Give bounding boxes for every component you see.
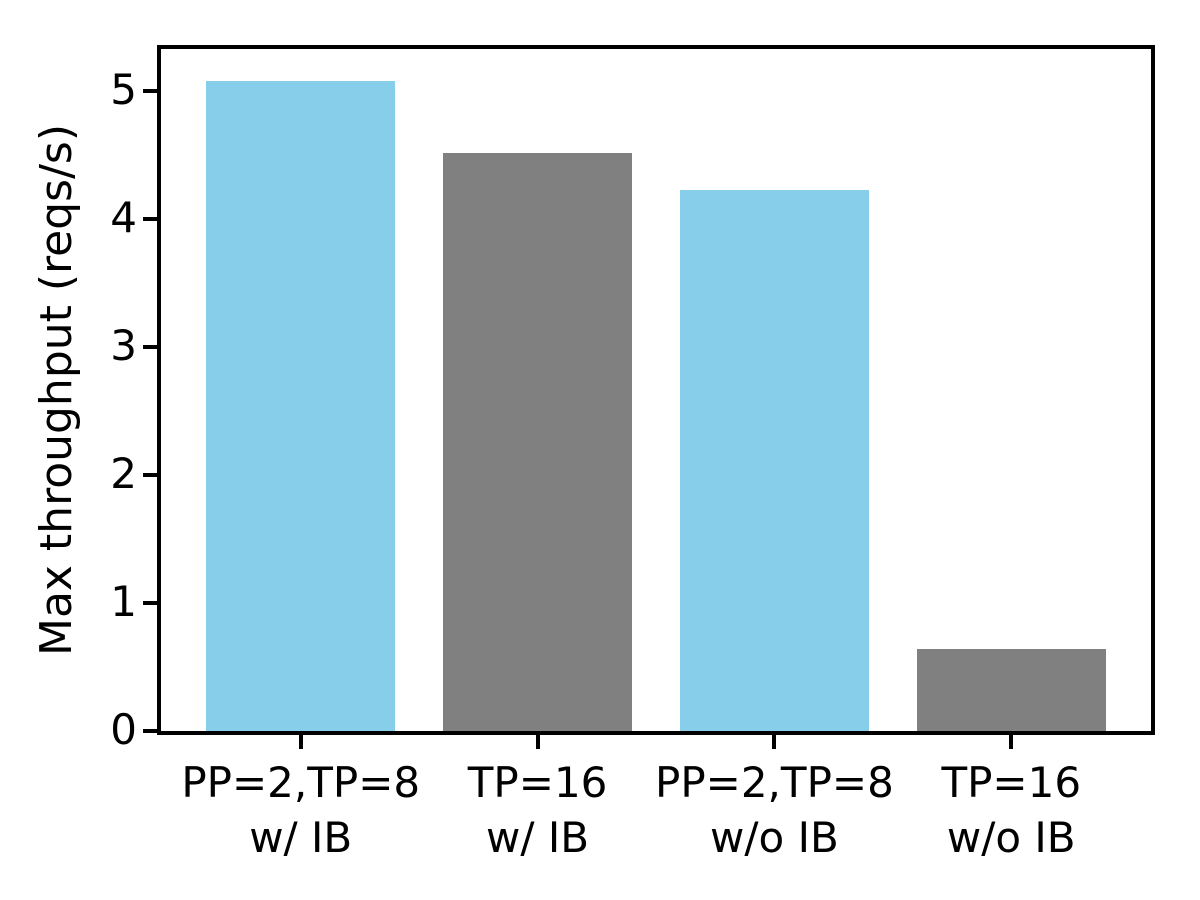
bar-2 bbox=[679, 189, 870, 731]
x-tick-3 bbox=[1009, 735, 1014, 749]
x-tick-label-0: PP=2,TP=8 w/ IB bbox=[181, 758, 421, 863]
y-tick-5 bbox=[143, 89, 157, 94]
y-tick-label-3: 3 bbox=[110, 321, 137, 371]
y-tick-label-2: 2 bbox=[110, 449, 137, 499]
x-axis-ticks: PP=2,TP=8 w/ IB TP=16 w/ IB PP=2,TP=8 w/o … bbox=[161, 49, 1151, 862]
y-tick-label-5: 5 bbox=[110, 65, 137, 115]
y-tick-label-0: 0 bbox=[110, 705, 137, 755]
bar-3 bbox=[916, 649, 1106, 731]
y-tick-label-1: 1 bbox=[110, 577, 137, 627]
x-tick-label-1: TP=16 w/ IB bbox=[467, 758, 608, 863]
y-tick-label-4: 4 bbox=[110, 193, 137, 243]
bar-1 bbox=[442, 152, 633, 731]
y-tick-3 bbox=[143, 345, 157, 350]
x-tick-2 bbox=[772, 735, 777, 749]
x-tick-label-3: TP=16 w/o IB bbox=[941, 758, 1082, 863]
bars-layer bbox=[161, 49, 1151, 731]
y-tick-1 bbox=[143, 601, 157, 606]
x-tick-0 bbox=[298, 735, 303, 749]
x-tick-label-2: PP=2,TP=8 w/o IB bbox=[654, 758, 894, 863]
bar-0 bbox=[206, 81, 396, 731]
x-tick-1 bbox=[535, 735, 540, 749]
y-tick-0 bbox=[143, 729, 157, 733]
y-tick-2 bbox=[143, 473, 157, 478]
y-tick-4 bbox=[143, 217, 157, 222]
y-axis-label: Max throughput (reqs/s) bbox=[31, 123, 82, 657]
